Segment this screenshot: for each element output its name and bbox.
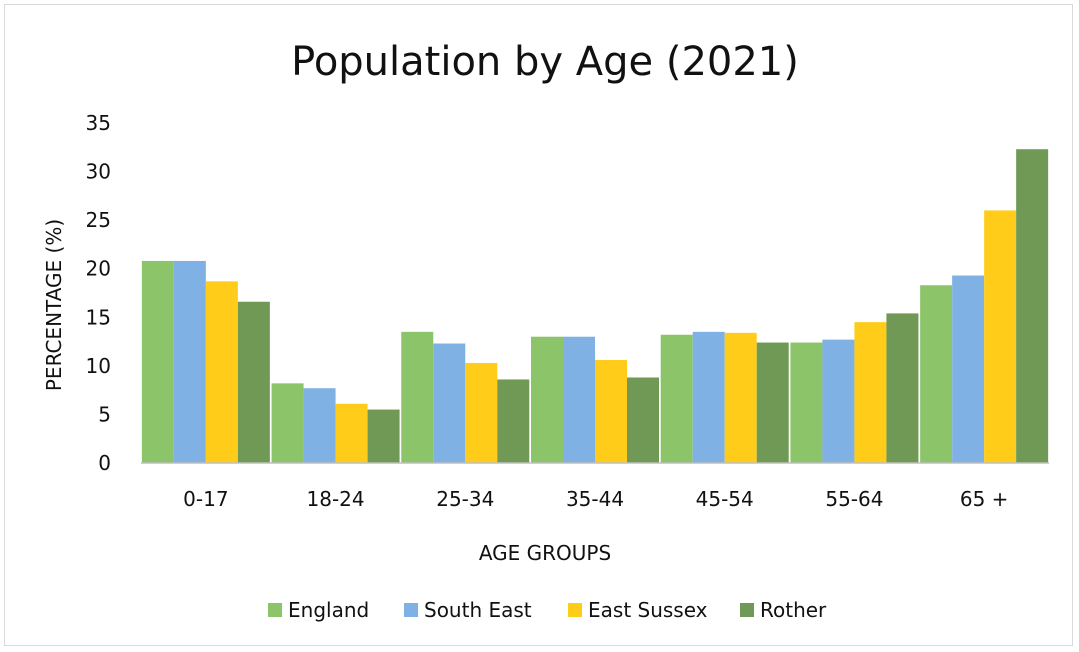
legend-label: South East	[424, 598, 532, 622]
bar-rother-35-44	[627, 377, 659, 463]
bar-south-east-55-64	[822, 339, 855, 463]
legend-swatch	[404, 603, 418, 617]
x-tick-label: 35-44	[566, 487, 624, 511]
y-tick-label: 20	[86, 257, 111, 281]
bar-england-25-34	[401, 331, 434, 463]
y-tick-label: 5	[98, 402, 111, 426]
bar-england-55-64	[790, 342, 823, 463]
y-tick-label: 25	[86, 208, 111, 232]
bar-east-sussex-35-44	[595, 360, 627, 463]
bar-east-sussex-65+	[984, 210, 1017, 463]
bar-south-east-18-24	[303, 388, 336, 463]
legend: England South East East Sussex Rother	[268, 598, 827, 622]
x-axis-ticks: 0-17 18-24 25-34 35-44 45-54 55-64 65 +	[183, 487, 1008, 511]
y-tick-label: 10	[86, 354, 111, 378]
bar-rother-65+	[1016, 149, 1049, 463]
bar-rother-18-24	[367, 409, 400, 463]
x-tick-label: 45-54	[696, 487, 754, 511]
legend-swatch	[268, 603, 282, 617]
bar-east-sussex-0-17	[205, 281, 238, 463]
bar-east-sussex-18-24	[335, 403, 368, 463]
bar-rother-55-64	[886, 313, 919, 463]
y-tick-label: 0	[98, 451, 111, 475]
legend-label: Rother	[760, 598, 827, 622]
bar-east-sussex-55-64	[854, 322, 887, 463]
x-tick-label: 0-17	[183, 487, 228, 511]
x-tick-label: 55-64	[825, 487, 883, 511]
y-axis-label: PERCENTAGE (%)	[42, 219, 66, 391]
bar-england-65+	[920, 285, 953, 463]
legend-label: England	[288, 598, 369, 622]
x-tick-label: 25-34	[436, 487, 494, 511]
y-axis-ticks: 0 5 10 15 20 25 30 35	[86, 111, 111, 475]
x-axis-label: AGE GROUPS	[479, 541, 611, 565]
legend-swatch	[568, 603, 582, 617]
bar-england-45-54	[660, 334, 693, 463]
bar-rother-25-34	[497, 379, 530, 463]
y-tick-label: 30	[86, 160, 111, 184]
bars	[141, 149, 1049, 463]
x-tick-label: 18-24	[307, 487, 365, 511]
bar-england-18-24	[271, 383, 304, 463]
bar-south-east-0-17	[173, 260, 206, 463]
bar-south-east-35-44	[563, 336, 595, 463]
x-tick-label: 65 +	[960, 487, 1009, 511]
y-tick-label: 35	[86, 111, 111, 135]
y-tick-label: 15	[86, 305, 111, 329]
bar-south-east-65+	[952, 275, 985, 463]
bar-england-0-17	[141, 260, 174, 463]
bar-south-east-25-34	[433, 343, 466, 463]
bar-east-sussex-45-54	[724, 332, 757, 463]
chart-title: Population by Age (2021)	[291, 39, 799, 85]
bar-south-east-45-54	[692, 331, 725, 463]
legend-label: East Sussex	[588, 598, 708, 622]
bar-england-35-44	[531, 336, 563, 463]
bar-rother-45-54	[756, 342, 789, 463]
legend-swatch	[740, 603, 754, 617]
bar-rother-0-17	[237, 301, 270, 463]
bar-east-sussex-25-34	[465, 362, 498, 463]
